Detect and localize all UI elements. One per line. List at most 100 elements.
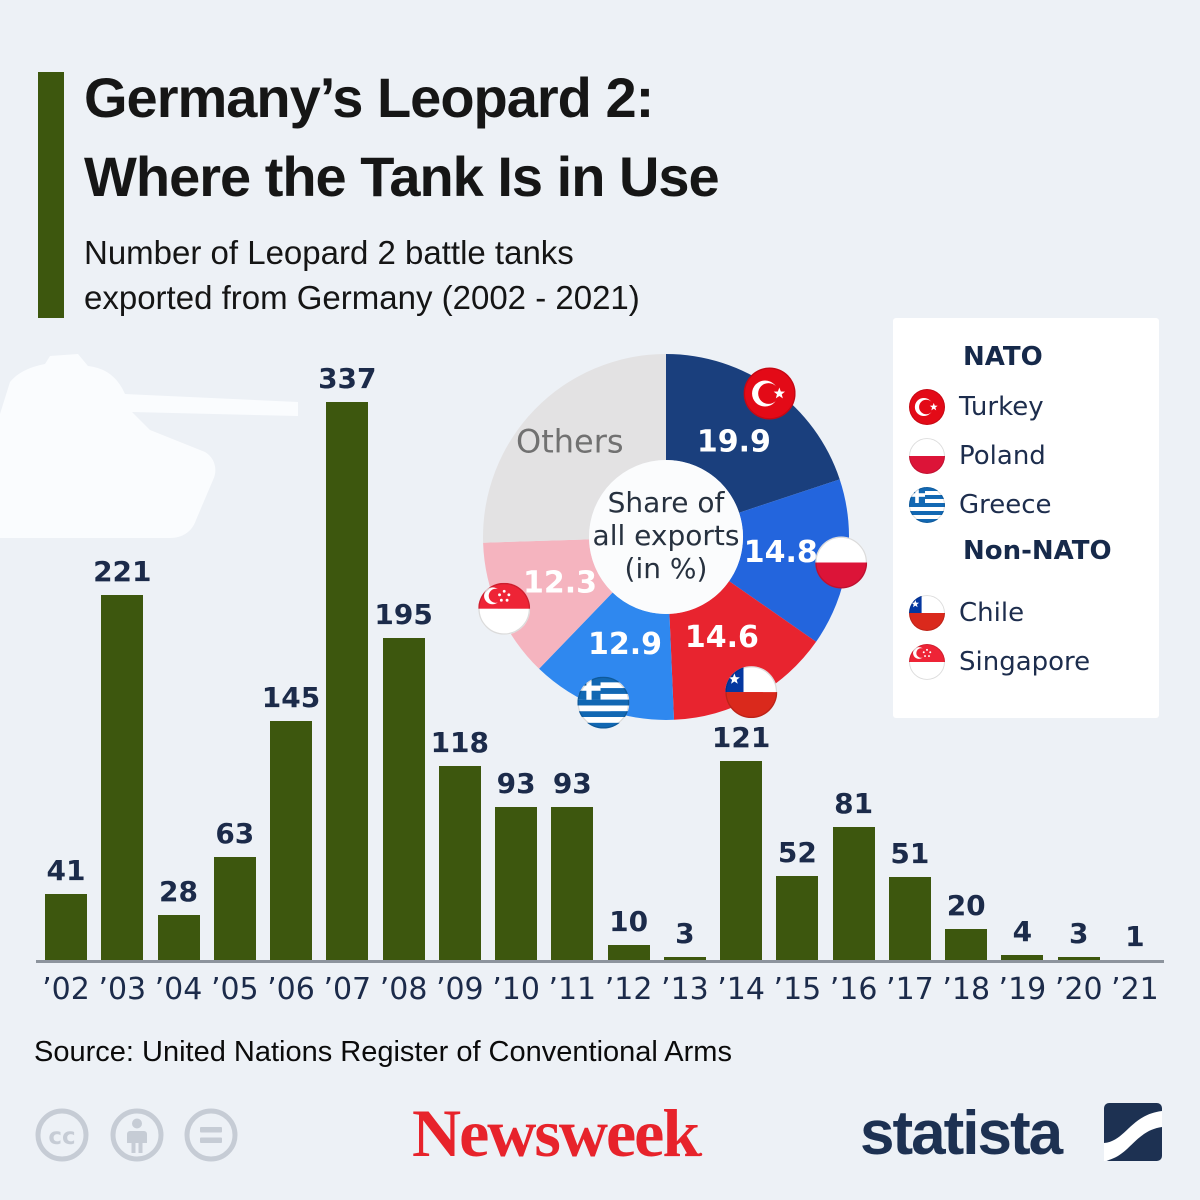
cc-no-derivatives-icon <box>184 1108 238 1162</box>
bar-value-label: 3 <box>1068 917 1089 950</box>
bar-value-label: 20 <box>946 889 986 922</box>
source-text: Source: United Nations Register of Conve… <box>34 1036 732 1068</box>
x-axis-line <box>36 960 1164 963</box>
legend-item-chile: Chile <box>909 594 1024 632</box>
x-axis-label: ’03 <box>98 972 147 1007</box>
legend-item-poland: Poland <box>909 437 1046 475</box>
bar-13 <box>663 957 706 962</box>
statista-logo-mark <box>1104 1103 1162 1161</box>
x-axis-label: ’21 <box>1111 972 1159 1007</box>
bar-20 <box>1057 957 1100 962</box>
donut-value-chile: 14.6 <box>685 620 759 655</box>
bar-value-label: 121 <box>711 721 771 754</box>
title-accent-bar <box>38 72 64 318</box>
page-subtitle-line-1: Number of Leopard 2 battle tanks <box>84 234 574 271</box>
cc-license-icon: cc <box>35 1108 89 1162</box>
donut-value-singapore: 12.3 <box>523 566 597 601</box>
x-axis-label: ’16 <box>829 972 878 1007</box>
flag-chile-icon <box>725 666 778 719</box>
flag-poland-icon <box>909 438 945 474</box>
bar-15 <box>776 876 819 962</box>
bar-value-label: 3 <box>675 917 695 950</box>
bar-value-label: 4 <box>1012 915 1033 948</box>
donut-center-label: (in %) <box>625 552 708 585</box>
flag-chile-icon <box>909 595 945 631</box>
legend-item-greece: Greece <box>909 486 1052 524</box>
bar-17 <box>888 877 931 962</box>
bar-19 <box>1001 955 1044 962</box>
bar-06 <box>270 721 312 962</box>
bar-05 <box>213 857 256 962</box>
bar-14 <box>720 761 763 962</box>
x-axis-label: ’02 <box>42 972 90 1007</box>
x-axis-label: ’12 <box>604 972 653 1007</box>
bar-value-label: 52 <box>777 836 817 869</box>
page-title: Germany’s Leopard 2: Where the Tank Is i… <box>84 58 720 216</box>
x-axis-label: ’19 <box>998 972 1047 1007</box>
bar-18 <box>945 929 988 962</box>
x-axis-label: ’04 <box>154 972 203 1007</box>
donut-label-others: Others <box>516 423 624 461</box>
page-title-line-2: Where the Tank Is in Use <box>84 145 720 208</box>
bar-11 <box>551 807 594 962</box>
bar-07 <box>326 402 369 962</box>
bar-12 <box>607 945 650 962</box>
x-axis-label: ’14 <box>717 972 765 1007</box>
x-axis-label: ’15 <box>773 972 822 1007</box>
legend-item-singapore: Singapore <box>909 643 1090 681</box>
flag-turkey-icon <box>909 389 945 425</box>
bar-value-label: 63 <box>215 817 255 850</box>
bar-value-label: 81 <box>834 787 874 820</box>
donut-value-poland: 14.8 <box>744 535 818 570</box>
bar-value-label: 195 <box>374 598 433 631</box>
x-axis-label: ’10 <box>492 972 540 1007</box>
bar-value-label: 51 <box>890 837 930 870</box>
bar-value-label: 41 <box>46 854 86 887</box>
flag-poland-icon <box>815 536 868 589</box>
donut-slice-chile <box>669 581 817 720</box>
donut-slice-greece <box>539 592 674 720</box>
bar-16 <box>832 827 875 962</box>
legend-item-label: Singapore <box>959 647 1091 677</box>
legend-item-label: Chile <box>959 598 1025 628</box>
legend-item-turkey: Turkey <box>909 388 1044 426</box>
bar-value-label: 10 <box>609 905 649 938</box>
bar-value-label: 93 <box>496 767 536 800</box>
flag-greece-icon <box>577 676 630 729</box>
bar-03 <box>101 595 144 962</box>
cc-attribution-icon <box>110 1108 164 1162</box>
statista-logo: statista <box>860 1099 1063 1168</box>
x-axis-label: ’20 <box>1054 972 1103 1007</box>
newsweek-logo: Newsweek. <box>412 1095 704 1171</box>
x-axis-label: ’18 <box>942 972 991 1007</box>
donut-value-turkey: 19.9 <box>697 424 771 459</box>
donut-slice-turkey <box>666 354 840 513</box>
x-axis-label: ’11 <box>548 972 597 1007</box>
legend-item-label: Poland <box>959 441 1046 471</box>
donut-slice-poland <box>729 479 850 642</box>
legend-item-label: Greece <box>959 490 1052 520</box>
x-axis-label: ’06 <box>267 972 315 1007</box>
x-axis-label: ’05 <box>210 972 259 1007</box>
x-axis-label: ’09 <box>435 972 484 1007</box>
donut-slice-singapore <box>483 539 613 669</box>
bar-value-label: 1 <box>1125 920 1145 953</box>
bar-value-label: 337 <box>318 362 377 395</box>
flag-greece-icon <box>909 487 945 523</box>
bar-value-label: 28 <box>159 875 198 908</box>
bar-02 <box>45 894 87 962</box>
donut-value-greece: 12.9 <box>588 627 662 662</box>
bar-04 <box>157 915 200 962</box>
x-axis-label: ’08 <box>379 972 428 1007</box>
newsweek-registered-mark: . <box>698 1139 704 1161</box>
bar-value-label: 145 <box>261 681 321 714</box>
x-axis-label: ’07 <box>323 972 372 1007</box>
flag-singapore-icon <box>478 582 531 635</box>
bar-value-label: 118 <box>430 726 490 759</box>
bar-value-label: 93 <box>552 767 592 800</box>
bar-10 <box>495 807 538 962</box>
donut-center-label: all exports <box>593 519 740 552</box>
